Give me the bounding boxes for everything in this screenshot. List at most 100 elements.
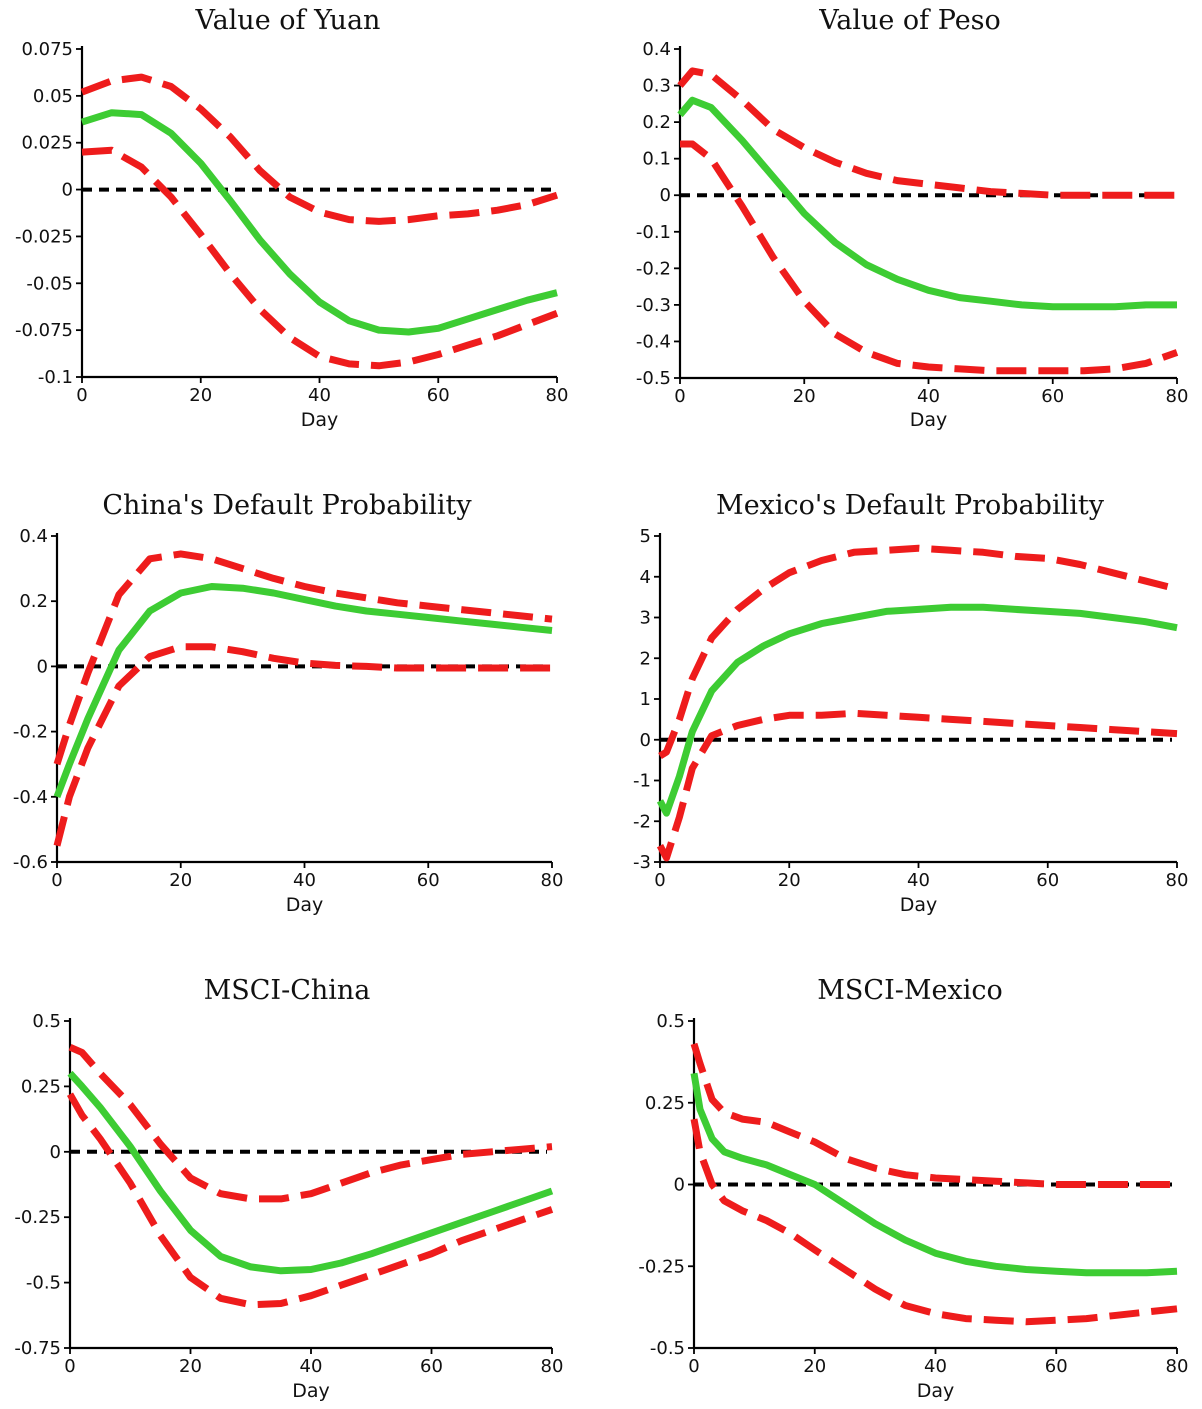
x-tick-label: 20: [793, 386, 816, 407]
y-tick-label: -0.075: [15, 320, 73, 341]
x-tick-label: 0: [674, 386, 685, 407]
x-tick-label: 40: [907, 870, 930, 891]
confidence-band-lower-line: [656, 709, 1178, 862]
y-tick-label: 0: [660, 185, 671, 206]
y-tick-label: -0.25: [638, 1256, 685, 1277]
confidence-band-lower-line: [66, 1092, 554, 1309]
y-tick-label: 0.1: [642, 149, 671, 170]
y-tick-label: -0.4: [636, 331, 671, 352]
x-tick-label: 0: [51, 870, 62, 891]
x-tick-label: 80: [1166, 870, 1189, 891]
y-tick-label: 0: [62, 180, 73, 201]
confidence-band-upper-line: [658, 544, 1178, 759]
chart-panel-5: MSCI-China -0.75 -0.5 -0.25 0 0.25 0.5 0 20 40 60 8…: [14, 975, 563, 1402]
x-tick-label: 0: [76, 385, 87, 406]
x-tick-label: 60: [1036, 870, 1059, 891]
confidence-band-lower-line: [53, 643, 552, 847]
y-tick-label: -0.025: [15, 226, 73, 247]
x-tick-label: 20: [169, 870, 192, 891]
y-tick-label: 0: [674, 1175, 685, 1196]
y-tick-label: 0.25: [21, 1076, 61, 1097]
x-tick-label: 0: [654, 870, 665, 891]
x-axis-label: Day: [286, 894, 324, 916]
estimate-line: [80, 109, 558, 336]
x-axis-label: Day: [900, 894, 938, 916]
y-tick-label: 1: [640, 689, 651, 710]
y-tick-label: -0.5: [650, 1338, 685, 1359]
y-tick-label: -2: [633, 811, 651, 832]
y-tick-label: 0.05: [33, 86, 73, 107]
x-tick-label: 80: [546, 385, 569, 406]
y-tick-label: -0.2: [636, 258, 671, 279]
y-tick-label: 0: [640, 730, 651, 751]
x-tick-label: 60: [420, 1356, 443, 1377]
y-tick-label: 0.2: [19, 591, 48, 612]
x-tick-label: 80: [1166, 386, 1189, 407]
confidence-band-lower-line: [81, 146, 559, 370]
chart-title: Mexico's Default Probability: [716, 490, 1105, 521]
confidence-band-upper-line: [53, 550, 553, 766]
chart-panel-1: Value of Yuan -0.1 -0.075 -0.05 -0.025 0 0.025…: [15, 5, 568, 431]
estimate-line: [67, 1070, 554, 1275]
y-tick-label: -0.1: [38, 367, 73, 388]
y-tick-label: 0.4: [642, 39, 671, 60]
y-tick-label: -0.6: [13, 852, 48, 873]
x-tick-label: 40: [917, 386, 940, 407]
x-tick-label: 20: [189, 385, 212, 406]
chart-title: China's Default Probability: [102, 490, 472, 521]
y-tick-label: 0.3: [642, 76, 671, 97]
x-tick-label: 80: [541, 1356, 564, 1377]
chart-title: Value of Yuan: [195, 5, 381, 36]
x-tick-label: 40: [293, 870, 316, 891]
y-tick-label: 5: [640, 526, 651, 547]
x-tick-label: 20: [778, 870, 801, 891]
y-tick-label: 2: [640, 648, 651, 669]
y-tick-label: 0.5: [656, 1011, 685, 1032]
x-tick-label: 60: [1045, 1356, 1068, 1377]
x-tick-label: 40: [308, 385, 331, 406]
chart-title: MSCI-Mexico: [817, 975, 1002, 1006]
x-tick-label: 80: [541, 870, 564, 891]
y-tick-label: -0.1: [636, 222, 671, 243]
confidence-band-upper-line: [68, 1043, 553, 1203]
x-tick-label: 20: [179, 1356, 202, 1377]
x-axis-label: Day: [910, 409, 948, 431]
x-tick-label: 0: [688, 1356, 699, 1377]
x-tick-label: 80: [1166, 1356, 1189, 1377]
chart-panel-6: MSCI-Mexico -0.5 -0.25 0 0.25 0.5 0 20 40 60 80 Day: [638, 975, 1188, 1402]
y-tick-label: 0.025: [21, 133, 73, 154]
confidence-band-upper-line: [690, 1042, 1177, 1188]
x-tick-label: 20: [803, 1356, 826, 1377]
y-tick-label: -0.2: [13, 722, 48, 743]
x-axis-label: Day: [917, 1380, 955, 1402]
chart-panel-2: Value of Peso -0.5 -0.4 -0.3 -0.2 -0.1 0 0.1 0.2…: [636, 5, 1189, 431]
estimate-line: [656, 603, 1178, 817]
estimate-line: [53, 583, 553, 799]
x-tick-label: 60: [427, 385, 450, 406]
y-tick-label: -1: [633, 771, 651, 792]
chart-panel-3: China's Default Probability -0.6 -0.4 -0.2 0…: [13, 490, 564, 916]
y-tick-label: 0.25: [645, 1093, 685, 1114]
y-tick-label: 0: [50, 1142, 61, 1163]
x-tick-label: 60: [417, 870, 440, 891]
y-tick-label: 4: [640, 567, 651, 588]
y-tick-label: 0: [37, 656, 48, 677]
y-tick-label: 0.4: [19, 526, 48, 547]
y-tick-label: -0.4: [13, 787, 48, 808]
confidence-band-upper-line: [80, 73, 559, 225]
confidence-band-upper-line: [677, 67, 1177, 199]
estimate-line: [690, 1072, 1178, 1277]
y-tick-label: -0.25: [14, 1207, 61, 1228]
y-tick-label: -0.5: [26, 1273, 61, 1294]
chart-title: Value of Peso: [818, 5, 1001, 36]
estimate-line: [677, 96, 1177, 311]
confidence-band-lower-line: [690, 1118, 1178, 1326]
y-tick-label: 0.2: [642, 112, 671, 133]
y-tick-label: -0.75: [14, 1338, 61, 1359]
y-tick-label: 3: [640, 608, 651, 629]
y-tick-label: -3: [633, 852, 651, 873]
x-tick-label: 60: [1041, 386, 1064, 407]
x-tick-label: 0: [64, 1356, 75, 1377]
x-axis-label: Day: [292, 1380, 330, 1402]
